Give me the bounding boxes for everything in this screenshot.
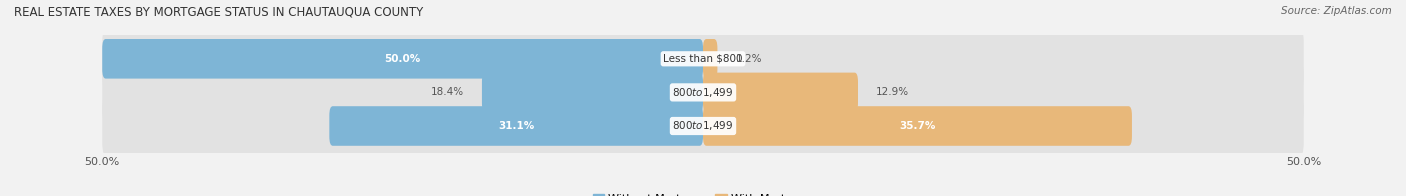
Text: 1.2%: 1.2% bbox=[735, 54, 762, 64]
FancyBboxPatch shape bbox=[103, 39, 703, 79]
FancyBboxPatch shape bbox=[103, 95, 1303, 157]
Text: Source: ZipAtlas.com: Source: ZipAtlas.com bbox=[1281, 6, 1392, 16]
FancyBboxPatch shape bbox=[482, 73, 703, 112]
Text: REAL ESTATE TAXES BY MORTGAGE STATUS IN CHAUTAUQUA COUNTY: REAL ESTATE TAXES BY MORTGAGE STATUS IN … bbox=[14, 6, 423, 19]
FancyBboxPatch shape bbox=[703, 73, 858, 112]
Text: 31.1%: 31.1% bbox=[498, 121, 534, 131]
Text: 18.4%: 18.4% bbox=[430, 87, 464, 97]
FancyBboxPatch shape bbox=[103, 27, 1303, 90]
Text: 35.7%: 35.7% bbox=[900, 121, 935, 131]
FancyBboxPatch shape bbox=[703, 39, 717, 79]
Legend: Without Mortgage, With Mortgage: Without Mortgage, With Mortgage bbox=[588, 190, 818, 196]
Text: $800 to $1,499: $800 to $1,499 bbox=[672, 120, 734, 132]
FancyBboxPatch shape bbox=[703, 106, 1132, 146]
Text: 12.9%: 12.9% bbox=[876, 87, 910, 97]
Text: $800 to $1,499: $800 to $1,499 bbox=[672, 86, 734, 99]
Text: Less than $800: Less than $800 bbox=[664, 54, 742, 64]
FancyBboxPatch shape bbox=[329, 106, 703, 146]
FancyBboxPatch shape bbox=[103, 61, 1303, 124]
Text: 50.0%: 50.0% bbox=[384, 54, 420, 64]
